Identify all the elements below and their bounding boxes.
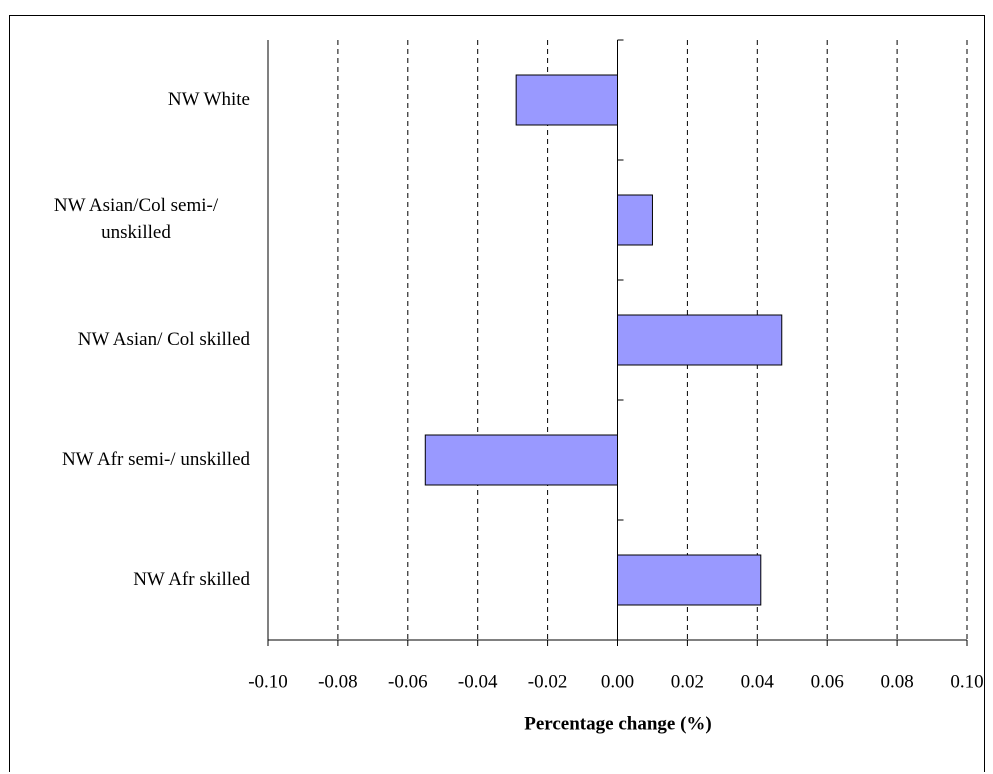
y-tick-label: NW Afr semi-/ unskilled bbox=[61, 448, 250, 470]
x-tick-label: 0.06 bbox=[811, 671, 844, 692]
bar bbox=[617, 314, 783, 366]
x-tick-label: -0.02 bbox=[528, 671, 568, 692]
x-tick-label: -0.10 bbox=[248, 671, 288, 692]
bar bbox=[424, 434, 618, 486]
x-tick-label: 0.02 bbox=[671, 671, 704, 692]
category-label-box: NW Afr semi-/ unskilled bbox=[10, 400, 250, 520]
category-label-box: NW Afr skilled bbox=[10, 520, 250, 640]
y-tick-label: NW Asian/ Col skilled bbox=[77, 328, 250, 350]
bar bbox=[617, 554, 762, 606]
x-tick-label: -0.08 bbox=[318, 671, 358, 692]
category-label-box: NW Asian/ Col skilled bbox=[10, 280, 250, 400]
x-axis-title: Percentage change (%) bbox=[524, 713, 711, 734]
x-tick-label: -0.06 bbox=[388, 671, 428, 692]
x-tick-label: 0.08 bbox=[880, 671, 913, 692]
category-label-box: NW White bbox=[10, 40, 250, 160]
x-tick-label: 0.10 bbox=[950, 671, 983, 692]
chart-frame bbox=[9, 15, 985, 772]
x-tick-label: -0.04 bbox=[458, 671, 498, 692]
y-tick-label: NW Afr skilled bbox=[133, 568, 250, 590]
bar bbox=[515, 74, 619, 126]
y-tick-label: NW White bbox=[167, 88, 250, 110]
x-tick-label: 0.04 bbox=[741, 671, 775, 692]
bar bbox=[617, 194, 653, 246]
y-tick-label: NW Asian/Col semi-/ unskilled bbox=[53, 195, 219, 243]
category-label-box: NW Asian/Col semi-/ unskilled bbox=[10, 160, 250, 280]
x-tick-label: 0.00 bbox=[601, 671, 634, 692]
